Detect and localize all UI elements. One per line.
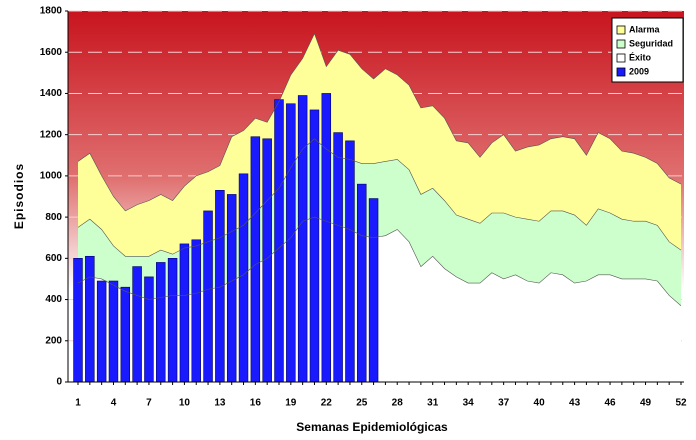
x-tick-label: 43 [569,398,581,409]
x-tick-label: 10 [179,398,191,409]
bar [203,210,213,383]
bar [108,280,119,383]
bar [156,262,166,383]
x-tick-label: 16 [250,398,262,409]
bar [144,276,154,383]
bar [250,136,261,383]
bar [333,132,343,383]
x-tick-label: 28 [392,398,404,409]
x-tick-label: 46 [604,398,616,409]
y-tick-label: 200 [45,335,62,346]
x-tick-label: 1 [75,398,81,409]
bar [262,138,272,383]
y-axis-title: Episodios [12,163,26,229]
y-tick-label: 1800 [40,6,63,17]
x-tick-label: 7 [146,398,152,409]
y-tick-label: 1200 [40,129,63,140]
bar [191,239,201,383]
bar [345,140,355,383]
legend-label: Alarma [629,24,661,34]
bar [368,198,379,383]
y-tick-label: 1000 [40,171,63,182]
x-tick-label: 25 [356,398,368,409]
x-tick-label: 37 [498,398,510,409]
y-tick-label: 0 [56,377,62,388]
bar [297,95,308,383]
bar [120,286,131,383]
x-tick-label: 19 [285,398,297,409]
bar [321,93,332,383]
band-edge [77,32,682,212]
x-tick-label: 40 [534,398,546,409]
legend-swatch [616,53,626,63]
legend-swatch [616,39,626,49]
bar [167,258,178,383]
bar [96,280,107,383]
legend-label: Seguridad [629,38,673,48]
x-tick-label: 4 [111,398,117,409]
x-tick-label: 52 [675,398,687,409]
legend-label: Éxito [629,52,652,62]
x-tick-label: 31 [427,398,439,409]
bar [132,266,142,383]
bar [73,258,83,383]
bar [274,99,284,383]
bar [309,109,320,383]
bar [238,173,249,383]
bar [226,194,237,383]
bar [179,243,190,383]
band-edge [77,216,682,306]
bar [85,255,95,383]
x-tick-label: 13 [214,398,226,409]
y-tick-label: 1600 [40,47,63,58]
bar [286,103,296,383]
y-tick-label: 600 [45,253,62,264]
bar [357,183,367,383]
y-tick-label: 800 [45,212,62,223]
x-tick-label: 34 [463,398,475,409]
legend-swatch [616,67,626,77]
y-tick-label: 1400 [40,88,63,99]
legend-label: 2009 [629,66,649,76]
x-axis-title: Semanas Epidemiológicas [296,420,448,434]
x-tick-label: 22 [321,398,333,409]
bar [215,190,225,383]
band-edge [77,138,682,257]
x-tick-label: 49 [640,398,652,409]
legend-swatch [616,25,626,35]
y-tick-label: 400 [45,294,62,305]
